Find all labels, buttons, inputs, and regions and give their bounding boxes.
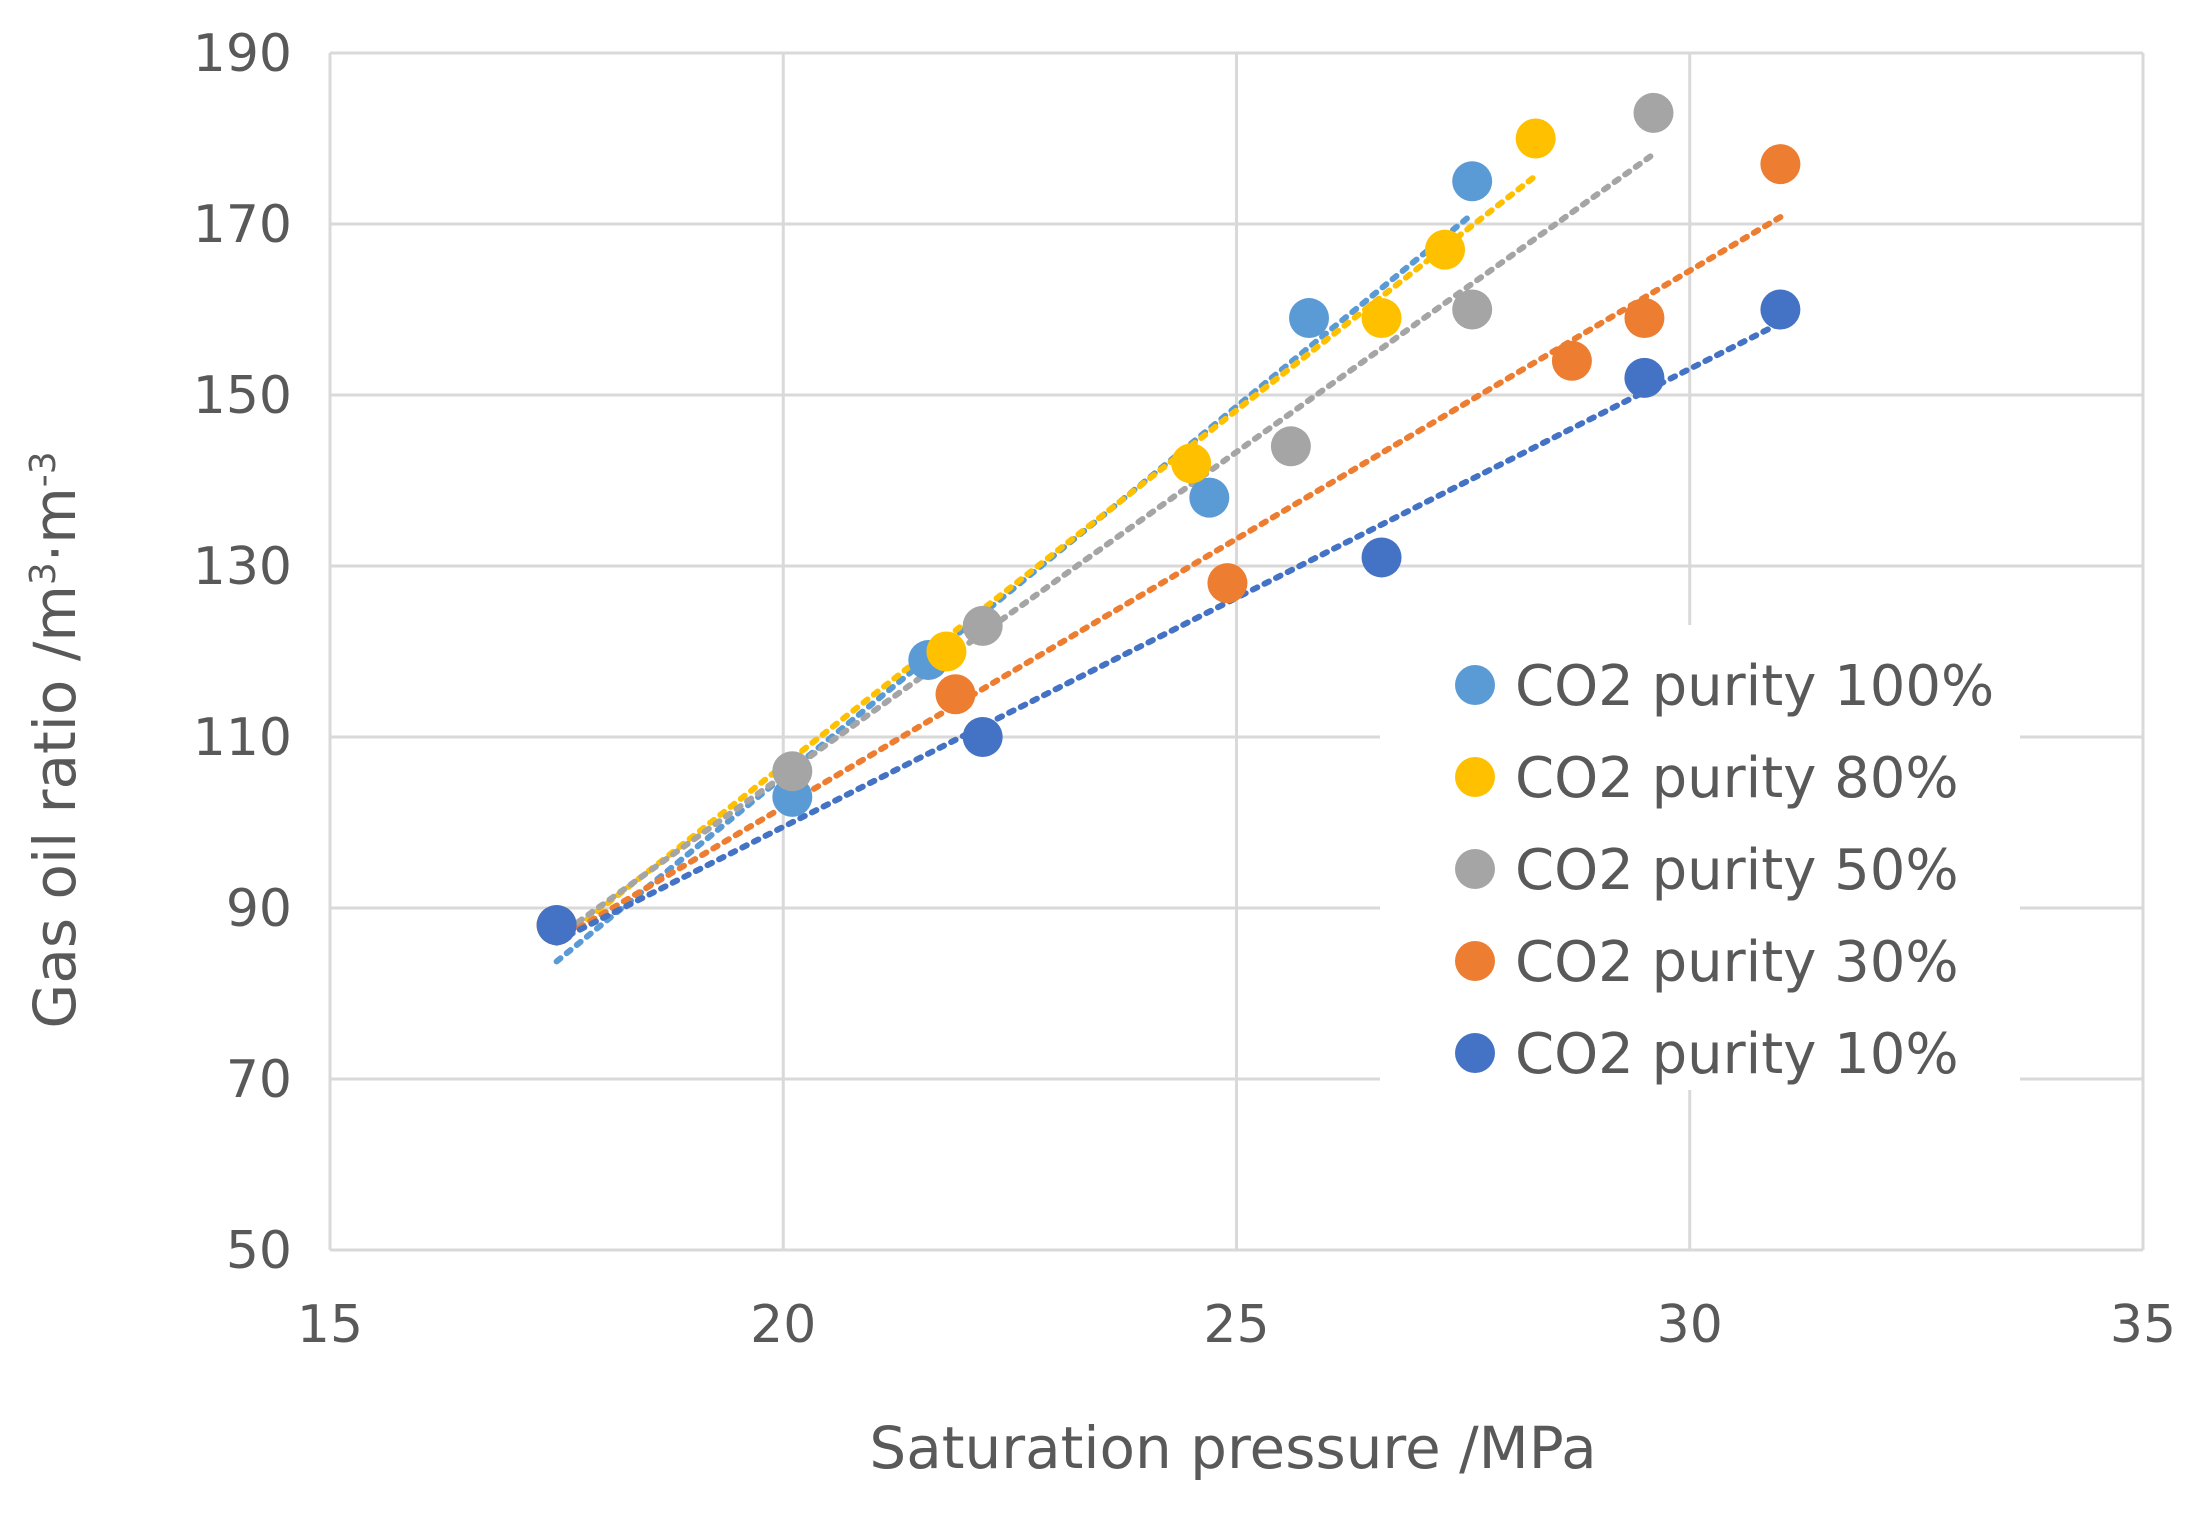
legend-label: CO2 purity 10%	[1515, 1022, 1959, 1087]
data-point	[1452, 161, 1493, 202]
data-point	[1361, 537, 1402, 578]
trendline	[553, 320, 1784, 945]
y-tick-label: 130	[193, 537, 292, 597]
legend-label: CO2 purity 80%	[1515, 746, 1959, 811]
y-tick-label: 110	[193, 708, 292, 768]
data-point	[935, 674, 976, 715]
x-axis-label: Saturation pressure /MPa	[869, 1414, 1596, 1482]
legend: CO2 purity 100% CO2 purity 80% CO2 purity …	[1380, 625, 2020, 1090]
y-axis-label-sup1: 3	[23, 562, 64, 585]
data-point	[1361, 298, 1402, 339]
y-axis-label-middle: ·m	[21, 487, 89, 562]
legend-label: CO2 purity 50%	[1515, 838, 1959, 903]
data-point	[1171, 443, 1212, 484]
trendlines	[553, 151, 1784, 965]
y-tick-label: 190	[193, 24, 292, 84]
legend-marker	[1455, 665, 1495, 705]
y-axis-label-prefix: Gas oil ratio /m	[21, 585, 89, 1029]
y-tick-label: 90	[226, 879, 292, 939]
y-tick-label: 170	[193, 195, 292, 255]
data-point	[536, 905, 577, 946]
x-tick-label: 30	[1657, 1295, 1723, 1355]
data-point	[1633, 92, 1674, 133]
data-point	[1551, 340, 1592, 381]
data-point	[1452, 289, 1493, 330]
x-tick-label: 20	[750, 1295, 816, 1355]
y-axis-label-sup2: -3	[23, 451, 64, 487]
data-point	[1289, 298, 1330, 339]
y-tick-label: 50	[226, 1221, 292, 1281]
data-point	[926, 631, 967, 672]
trendline	[553, 214, 1784, 945]
legend-marker	[1455, 1033, 1495, 1073]
data-point	[1760, 144, 1801, 185]
data-point	[1424, 229, 1465, 270]
trendline	[553, 151, 1657, 941]
trendline	[553, 211, 1476, 965]
legend-marker	[1455, 757, 1495, 797]
data-point	[1624, 298, 1665, 339]
y-tick-labels: 50 70 90 110 130 150 170 190	[193, 24, 292, 1281]
legend-label: CO2 purity 100%	[1515, 654, 1994, 719]
data-point	[1189, 477, 1230, 518]
data-points	[536, 92, 1801, 946]
x-tick-labels: 15 20 25 30 35	[297, 1295, 2176, 1355]
y-axis-label: Gas oil ratio /m3·m-3	[21, 451, 89, 1028]
y-tick-label: 70	[226, 1050, 292, 1110]
legend-label: CO2 purity 30%	[1515, 930, 1959, 995]
x-tick-label: 35	[2110, 1295, 2176, 1355]
data-point	[1207, 563, 1248, 604]
trendline	[553, 172, 1539, 947]
data-point	[1760, 289, 1801, 330]
data-point	[962, 717, 1003, 757]
legend-marker	[1455, 941, 1495, 981]
x-tick-label: 25	[1203, 1295, 1269, 1355]
data-point	[962, 605, 1003, 646]
legend-marker	[1455, 849, 1495, 889]
data-point	[772, 751, 813, 792]
data-point	[1624, 357, 1665, 398]
data-point	[1270, 426, 1311, 467]
x-tick-label: 15	[297, 1295, 363, 1355]
y-tick-label: 150	[193, 366, 292, 426]
data-point	[1515, 118, 1556, 159]
